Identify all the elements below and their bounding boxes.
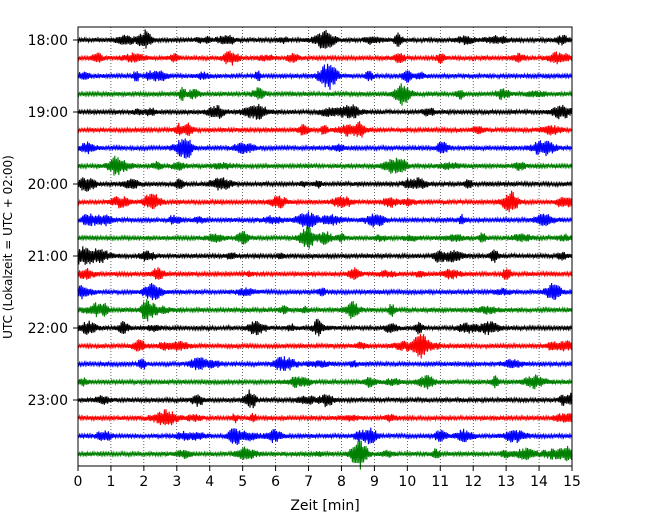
trace-2315 [77,409,573,426]
trace-2130 [77,283,573,301]
x-tick-label: 13 [497,474,515,490]
trace-1800 [77,29,573,49]
trace-2300 [77,389,573,409]
x-tick-label: 0 [74,474,83,490]
trace-2045 [77,226,573,249]
x-tick-label: 4 [205,474,214,490]
y-tick-label: 22:00 [28,321,68,337]
x-tick-label: 3 [172,474,181,490]
trace-2000 [77,177,573,192]
trace-2200 [77,318,573,337]
trace-2145 [77,299,573,322]
trace-1815 [77,50,573,66]
trace-2015 [77,190,573,213]
y-tick-label: 21:00 [28,249,68,265]
seismic-traces [77,29,573,470]
x-tick-label: 2 [139,474,148,490]
x-tick-label: 14 [530,474,548,490]
trace-2100 [77,246,573,265]
trace-1915 [77,121,573,138]
trace-1900 [77,103,573,120]
x-tick-label: 15 [563,474,581,490]
grid-lines [110,27,540,466]
x-tick-label: 11 [431,474,449,490]
x-tick-label: 10 [398,474,416,490]
x-tick-label: 9 [370,474,379,490]
x-tick-label: 6 [271,474,280,490]
x-tick-label: 5 [238,474,247,490]
trace-1930 [77,138,573,159]
trace-2330 [77,427,573,445]
y-axis-ticks: 18:00 19:00 20:00 21:00 22:00 23:00 [28,33,78,409]
trace-1830 [77,63,573,90]
trace-1945 [77,155,573,176]
x-axis-label: Zeit [min] [290,498,359,514]
y-axis-label: UTC (Lokalzeit = UTC + 02:00) [1,155,15,339]
trace-2115 [77,267,573,281]
y-tick-label: 23:00 [28,393,68,409]
x-tick-label: 7 [304,474,313,490]
trace-2030 [77,211,573,230]
trace-1845 [77,83,573,106]
plot-frame [77,26,573,467]
y-tick-label: 20:00 [28,177,68,193]
x-tick-label: 1 [106,474,115,490]
trace-2230 [77,356,573,371]
x-tick-label: 12 [464,474,482,490]
y-tick-label: 19:00 [28,105,68,121]
y-tick-label: 18:00 [28,33,68,49]
x-tick-label: 8 [337,474,346,490]
trace-2345 [77,438,573,470]
x-axis-ticks: 0 1 2 3 4 5 6 7 8 9 10 11 12 13 14 15 [74,466,581,490]
trace-2245 [77,374,573,390]
trace-2215 [77,333,573,359]
